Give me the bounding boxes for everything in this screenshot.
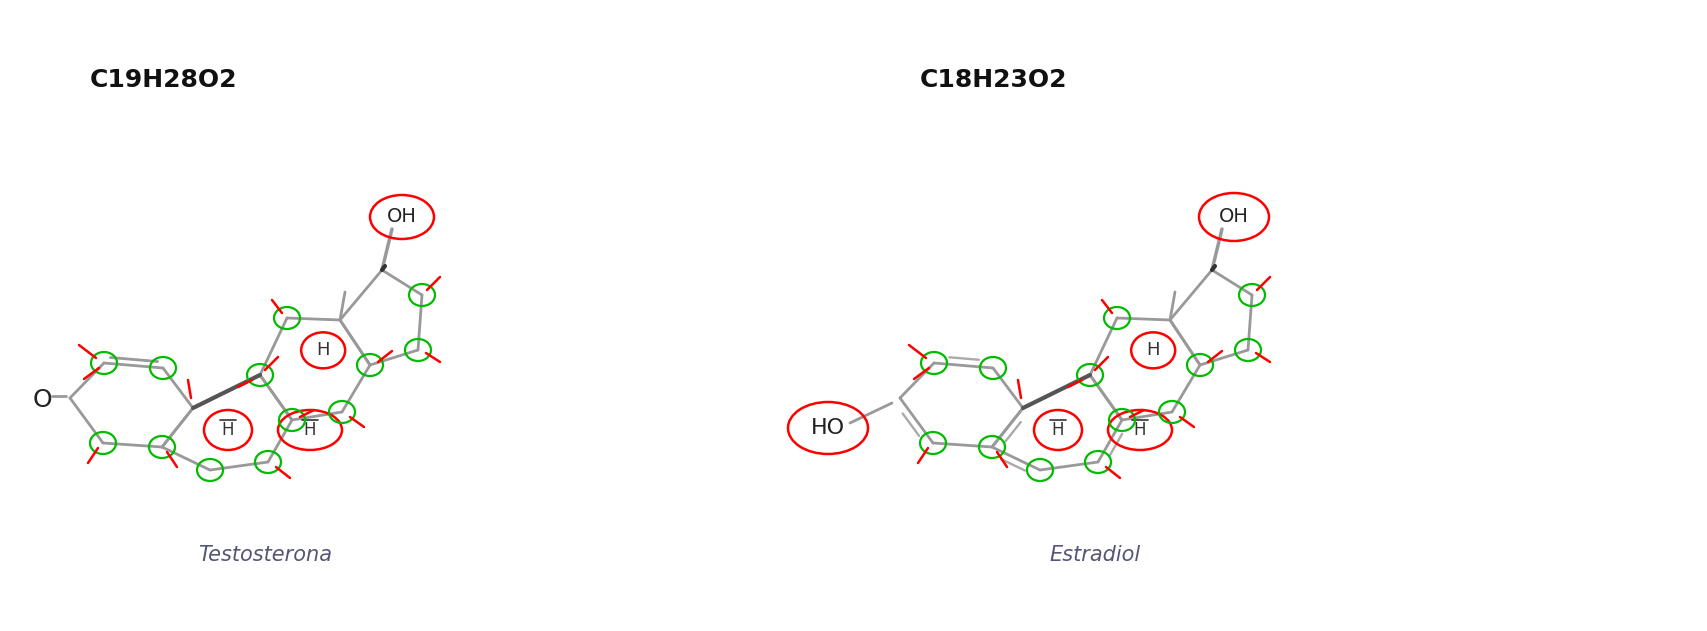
Text: H: H [304, 421, 316, 439]
Text: H: H [316, 341, 329, 359]
Text: H: H [1052, 421, 1063, 439]
Text: OH: OH [387, 208, 417, 227]
Text: H: H [1133, 421, 1145, 439]
Text: O: O [32, 388, 51, 412]
Text: H: H [222, 421, 234, 439]
Text: C18H23O2: C18H23O2 [920, 68, 1067, 92]
Text: Estradiol: Estradiol [1048, 545, 1140, 565]
Text: C19H28O2: C19H28O2 [90, 68, 237, 92]
Text: HO: HO [811, 418, 845, 438]
Text: OH: OH [1219, 208, 1248, 227]
Text: Testosterona: Testosterona [198, 545, 331, 565]
Text: H: H [1145, 341, 1159, 359]
